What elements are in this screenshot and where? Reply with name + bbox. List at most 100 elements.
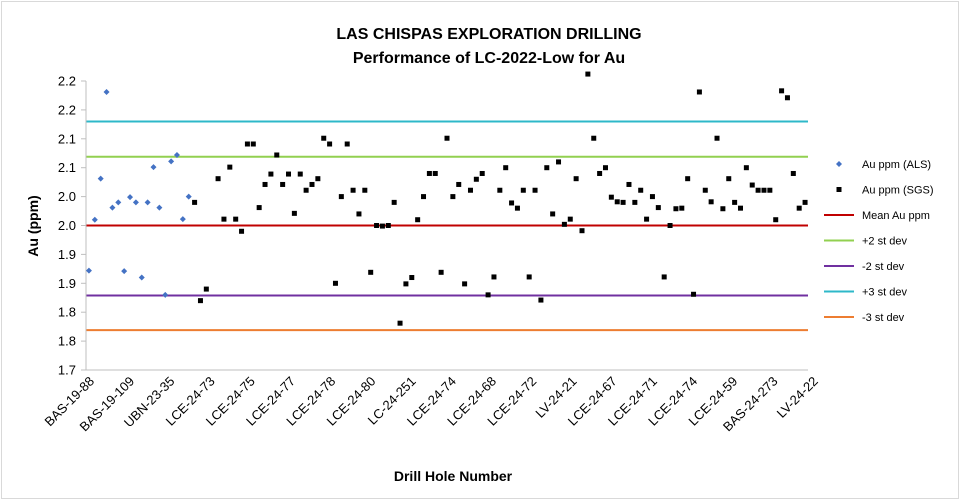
sgs-point bbox=[520, 187, 526, 193]
sgs-point bbox=[755, 187, 761, 193]
sgs-point bbox=[321, 135, 327, 141]
legend-label: Au ppm (ALS) bbox=[862, 159, 931, 171]
als-point bbox=[91, 216, 98, 223]
als-point bbox=[162, 291, 169, 298]
sgs-point bbox=[362, 187, 368, 193]
y-axis-ticks: 1.7 1.8 1.8 1.9 1.9 2.0 2.0 2.1 2.1 2.2 2.2 bbox=[58, 74, 86, 378]
sgs-point bbox=[403, 281, 409, 287]
sgs-point bbox=[661, 274, 667, 280]
y-tick-label: 1.8 bbox=[58, 334, 76, 349]
y-tick-label: 2.0 bbox=[58, 218, 76, 233]
sgs-point bbox=[585, 71, 591, 77]
sgs-point bbox=[332, 280, 338, 286]
sgs-point bbox=[649, 194, 655, 200]
sgs-point bbox=[749, 182, 755, 188]
sgs-point bbox=[379, 223, 385, 229]
als-point bbox=[144, 199, 151, 206]
sgs-point bbox=[286, 171, 292, 177]
sgs-point bbox=[297, 171, 303, 177]
sgs-point bbox=[538, 297, 544, 303]
sgs-point bbox=[426, 170, 432, 176]
y-tick-label: 1.7 bbox=[58, 363, 76, 378]
sgs-point bbox=[632, 199, 638, 205]
sgs-point bbox=[456, 181, 462, 187]
sgs-point bbox=[215, 176, 221, 182]
sgs-point bbox=[679, 205, 685, 211]
sgs-point bbox=[467, 187, 473, 193]
sgs-point bbox=[432, 170, 438, 176]
sgs-point bbox=[350, 187, 356, 193]
als-point bbox=[103, 88, 110, 95]
als-point bbox=[156, 204, 163, 211]
legend-diamond-key bbox=[836, 161, 842, 167]
sgs-point bbox=[280, 181, 286, 187]
sgs-point bbox=[462, 281, 468, 287]
sgs-point bbox=[309, 181, 315, 187]
sgs-point bbox=[591, 135, 597, 141]
y-tick-label: 1.8 bbox=[58, 305, 76, 320]
sgs-point bbox=[391, 199, 397, 205]
sgs-point bbox=[743, 165, 749, 171]
sgs-point bbox=[544, 165, 550, 171]
legend-label: -2 st dev bbox=[862, 261, 905, 273]
sgs-point bbox=[514, 205, 520, 211]
sgs-point bbox=[573, 176, 579, 182]
sgs-point bbox=[256, 205, 262, 211]
sgs-point bbox=[356, 211, 362, 217]
sgs-point bbox=[685, 176, 691, 182]
sgs-point bbox=[784, 95, 790, 101]
sgs-point bbox=[485, 292, 491, 298]
legend: Au ppm (ALS) Au ppm (SGS) Mean Au ppm +2 st… bbox=[824, 159, 934, 324]
sgs-point bbox=[409, 275, 415, 281]
sgs-point bbox=[268, 171, 274, 177]
sgs-point bbox=[696, 89, 702, 95]
legend-label: +2 st dev bbox=[862, 236, 907, 248]
sgs-point bbox=[197, 298, 203, 304]
y-axis-title: Au (ppm) bbox=[25, 195, 41, 256]
sgs-point bbox=[274, 152, 280, 158]
sgs-point bbox=[227, 164, 233, 170]
sgs-point bbox=[556, 159, 562, 165]
sgs-point bbox=[532, 187, 538, 193]
sgs-point bbox=[344, 141, 350, 147]
sgs-point bbox=[779, 88, 785, 94]
sgs-point bbox=[726, 176, 732, 182]
sgs-point bbox=[303, 187, 309, 193]
sgs-point bbox=[579, 228, 585, 234]
sgs-point bbox=[315, 176, 321, 182]
sgs-point bbox=[438, 269, 444, 275]
y-tick-label: 2.2 bbox=[58, 74, 76, 89]
als-point bbox=[173, 151, 180, 158]
legend-label: Au ppm (SGS) bbox=[862, 185, 934, 197]
sgs-point bbox=[620, 199, 626, 205]
sgs-point bbox=[626, 181, 632, 187]
y-tick-label: 1.9 bbox=[58, 276, 76, 291]
sgs-point bbox=[790, 170, 796, 176]
als-point bbox=[168, 158, 175, 165]
x-axis-ticks: BAS-19-88BAS-19-109UBN-23-35LCE-24-73LCE… bbox=[41, 374, 820, 435]
als-point bbox=[185, 193, 192, 200]
sgs-point bbox=[368, 269, 374, 275]
sgs-point bbox=[497, 187, 503, 193]
sgs-point bbox=[244, 141, 250, 147]
sgs-point bbox=[720, 206, 726, 212]
sgs-point bbox=[673, 206, 679, 212]
sgs-point bbox=[233, 216, 239, 222]
sgs-point bbox=[262, 181, 268, 187]
sgs-point bbox=[473, 176, 479, 182]
sgs-point bbox=[691, 291, 697, 297]
als-point bbox=[150, 164, 157, 171]
sgs-point bbox=[561, 221, 567, 227]
sgs-point bbox=[602, 165, 608, 171]
als-point bbox=[132, 199, 139, 206]
sgs-point bbox=[397, 320, 403, 326]
y-tick-label: 2.1 bbox=[58, 131, 76, 146]
sgs-point bbox=[526, 274, 532, 280]
sgs-point bbox=[503, 165, 509, 171]
sgs-point bbox=[714, 135, 720, 141]
sgs-point bbox=[761, 187, 767, 193]
legend-label: +3 st dev bbox=[862, 287, 907, 299]
sgs-point bbox=[450, 194, 456, 200]
